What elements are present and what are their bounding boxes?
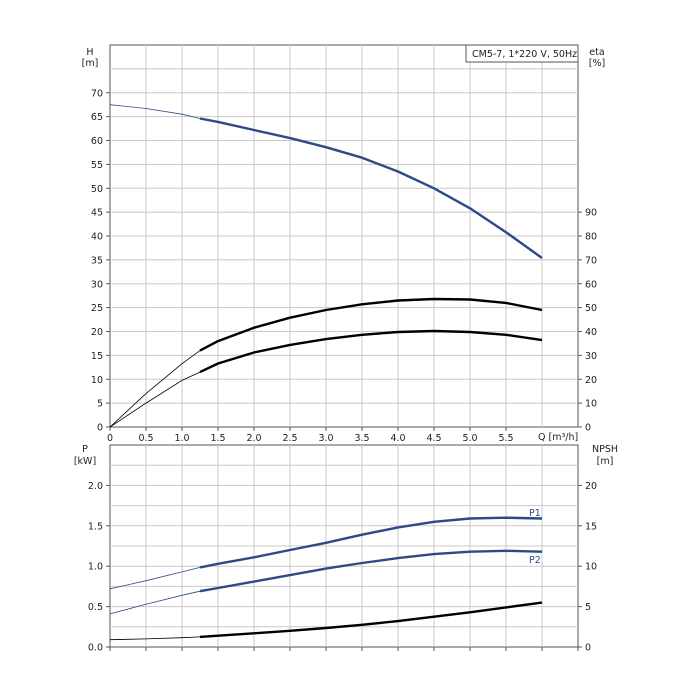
x-axis: 0 0.5 1.0 1.5 2.0 2.5 3.0 3.5 4.0 4.5 5.0 5.5 xyxy=(107,427,514,444)
right-tick-label: 80 xyxy=(585,232,597,243)
x-tick-label: 1.0 xyxy=(174,433,189,444)
left-tick-label: 1.0 xyxy=(88,562,103,573)
x-tick-label: 5.5 xyxy=(498,433,513,444)
top-grid xyxy=(110,45,578,427)
top-series-2-thin-segment xyxy=(109,371,201,428)
top-right-axis-title: eta xyxy=(589,47,604,58)
left-tick-label: 55 xyxy=(91,160,103,171)
bottom-left-axis-title: P xyxy=(82,444,88,455)
left-tick-label: 10 xyxy=(91,375,103,386)
bottom-grid xyxy=(109,445,579,651)
left-tick-label: 5 xyxy=(97,399,103,410)
x-tick-label: 5.0 xyxy=(462,433,477,444)
top-series-1-thin-segment xyxy=(109,350,201,428)
bottom-panel: 0.0 0.5 1.0 1.5 2.0 0 5 10 15 20 P [kW] NPSH [m]… xyxy=(74,444,618,654)
left-tick-label: 0.0 xyxy=(88,643,103,654)
legend-text: CM5-7, 1*220 V, 50Hz xyxy=(472,49,577,60)
series-label-p1: P1 xyxy=(529,508,541,519)
legend-box xyxy=(465,44,579,63)
right-tick-label: 15 xyxy=(585,521,597,532)
x-tick-label: 2.0 xyxy=(246,433,261,444)
left-tick-label: 15 xyxy=(91,351,103,362)
left-tick-label: 0 xyxy=(97,423,103,434)
top-left-axis-unit: [m] xyxy=(82,58,99,69)
left-tick-label: 30 xyxy=(91,279,103,290)
left-tick-label: 1.5 xyxy=(88,521,103,532)
top-series-0-line xyxy=(199,117,543,259)
x-tick-label: 4.5 xyxy=(426,433,441,444)
bot-series-1-thin-segment xyxy=(109,590,201,615)
right-tick-label: 60 xyxy=(585,279,597,290)
x-tick-label: 4.0 xyxy=(390,433,405,444)
top-right-axis-unit: [%] xyxy=(589,58,605,69)
left-tick-label: 45 xyxy=(91,208,103,219)
x-tick-label: 3.0 xyxy=(318,433,333,444)
left-tick-label: 35 xyxy=(91,255,103,266)
bottom-left-axis-unit: [kW] xyxy=(74,456,96,467)
top-left-axis: 0 5 10 15 20 25 30 35 40 45 50 55 60 65 70 xyxy=(91,88,110,434)
right-tick-label: 70 xyxy=(585,255,597,266)
right-tick-label: 10 xyxy=(585,562,597,573)
right-tick-label: 10 xyxy=(585,399,597,410)
top-right-axis: 0 10 20 30 40 50 60 70 80 90 xyxy=(578,208,597,434)
left-tick-label: 25 xyxy=(91,303,103,314)
right-tick-label: 30 xyxy=(585,351,597,362)
left-tick-label: 50 xyxy=(91,184,103,195)
left-tick-label: 40 xyxy=(91,232,103,243)
right-tick-label: 0 xyxy=(585,643,591,654)
bot-series-2-thin-segment xyxy=(109,636,201,641)
bottom-right-axis: 0 5 10 15 20 xyxy=(578,481,597,654)
x-tick-label: 2.5 xyxy=(282,433,297,444)
bottom-series xyxy=(109,516,543,641)
x-tick-label: 3.5 xyxy=(354,433,369,444)
left-tick-label: 60 xyxy=(91,136,103,147)
right-tick-label: 20 xyxy=(585,481,597,492)
bot-series-1-line xyxy=(199,549,543,593)
bot-series-2-line xyxy=(199,601,543,639)
bottom-left-axis: 0.0 0.5 1.0 1.5 2.0 xyxy=(88,481,110,654)
left-tick-label: 2.0 xyxy=(88,481,103,492)
right-tick-label: 5 xyxy=(585,602,591,613)
right-tick-label: 50 xyxy=(585,303,597,314)
top-panel: 0 5 10 15 20 25 30 35 40 45 50 55 60 65 70 0 10 20 30 40 50… xyxy=(82,44,605,444)
bottom-right-axis-title: NPSH xyxy=(592,444,618,455)
top-left-axis-title: H xyxy=(86,47,93,58)
top-series-1-line xyxy=(199,297,543,352)
right-tick-label: 20 xyxy=(585,375,597,386)
x-tick-label: 0 xyxy=(107,433,113,444)
left-tick-label: 70 xyxy=(91,88,103,99)
right-tick-label: 0 xyxy=(585,423,591,434)
x-axis-label: Q [m³/h] xyxy=(538,432,578,443)
x-tick-label: 1.5 xyxy=(210,433,225,444)
bottom-right-axis-unit: [m] xyxy=(597,456,614,467)
right-tick-label: 40 xyxy=(585,327,597,338)
left-tick-label: 65 xyxy=(91,112,103,123)
top-series-0-thin-segment xyxy=(109,104,201,119)
right-tick-label: 90 xyxy=(585,208,597,219)
series-label-p2: P2 xyxy=(529,555,541,566)
left-tick-label: 20 xyxy=(91,327,103,338)
bot-series-0-line xyxy=(199,516,543,569)
x-tick-label: 0.5 xyxy=(138,433,153,444)
top-series xyxy=(109,104,543,428)
left-tick-label: 0.5 xyxy=(88,602,103,613)
top-series-2-line xyxy=(199,329,543,374)
bot-series-0-thin-segment xyxy=(109,567,201,590)
